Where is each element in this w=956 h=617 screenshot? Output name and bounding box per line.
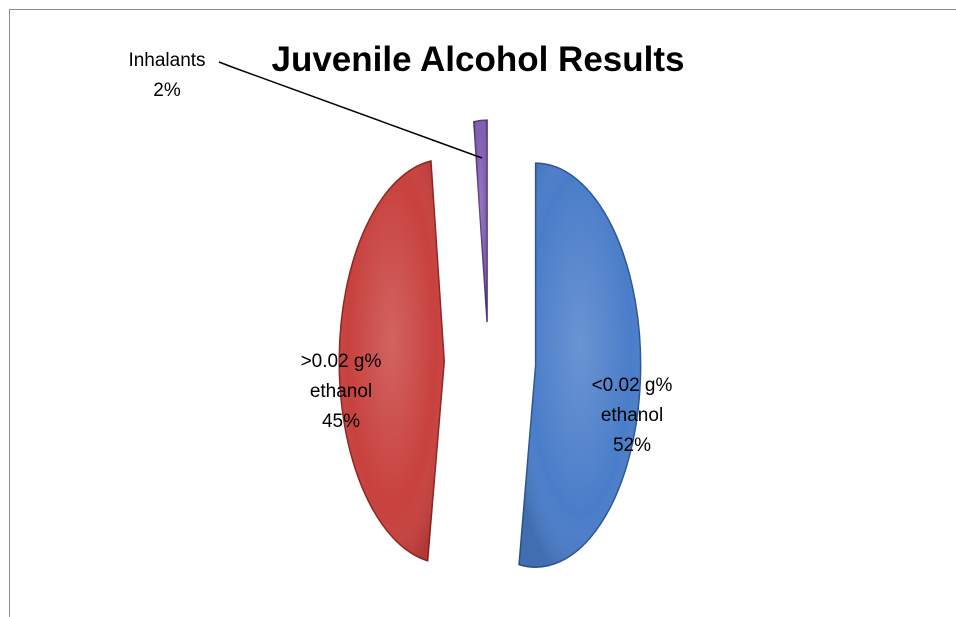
label-inhalants: Inhalants 2% xyxy=(128,50,205,101)
chart-frame xyxy=(9,9,956,617)
slice-gt-002-ethanol-shading xyxy=(339,160,445,561)
label-gt-002-ethanol: >0.02 g% ethanol 45% xyxy=(301,351,382,432)
label-lt-002-ethanol: <0.02 g% ethanol 52% xyxy=(592,375,673,456)
slice-lt-002-ethanol-shading xyxy=(519,163,641,568)
slice-inhalants-shading xyxy=(473,120,488,323)
chart-title: Juvenile Alcohol Results xyxy=(271,40,685,79)
inhalants-leader-line xyxy=(218,61,483,159)
